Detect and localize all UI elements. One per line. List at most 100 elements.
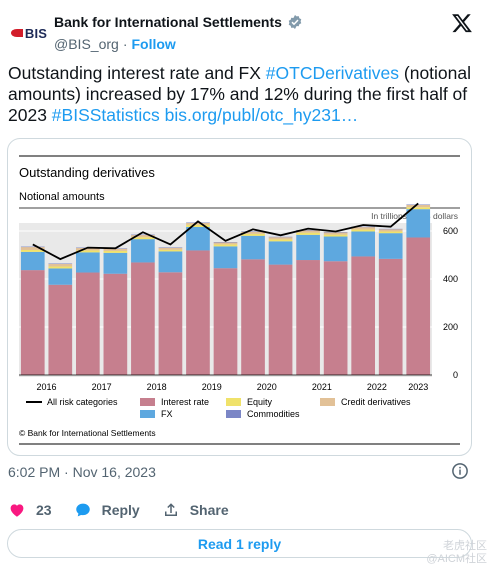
bar-fx — [406, 209, 431, 238]
chart-title: Outstanding derivatives — [19, 165, 155, 180]
separator-dot: · — [122, 36, 128, 52]
bar-interest-rate — [213, 268, 238, 375]
bar-equity — [296, 232, 320, 235]
bar-credit-derivatives — [351, 227, 376, 230]
bar-fx — [186, 226, 210, 251]
bar-fx — [241, 235, 265, 260]
bar-equity — [20, 249, 45, 252]
x-tick-label: 2019 — [202, 382, 222, 392]
bar-interest-rate — [131, 262, 155, 375]
bar-interest-rate — [323, 261, 348, 375]
bar-fx — [268, 241, 293, 265]
bar-equity — [351, 229, 376, 232]
x-tick-label: 2016 — [37, 382, 57, 392]
bar-equity — [48, 266, 73, 269]
heart-icon — [10, 504, 24, 517]
action-bar: 23 Reply Share — [8, 500, 251, 520]
bar-equity — [213, 244, 238, 247]
bar-fx — [131, 239, 155, 263]
share-icon — [164, 503, 177, 516]
all-risk-line — [32, 202, 419, 261]
bar-equity — [75, 250, 100, 253]
bar-equity — [158, 249, 183, 252]
like-button[interactable]: 23 — [8, 501, 52, 519]
bis-logo-icon — [10, 29, 23, 37]
bar-interest-rate — [378, 258, 403, 375]
bar-credit-derivatives — [131, 235, 155, 238]
watermark-line2: @AICM社区 — [426, 553, 487, 565]
bar-fx — [20, 251, 45, 271]
y-tick-label: 200 — [443, 322, 458, 332]
display-name[interactable]: Bank for International Settlements — [54, 14, 282, 30]
tweet-text: Outstanding interest rate and FX #OTCDer… — [8, 63, 478, 126]
bar-credit-derivatives — [323, 232, 348, 235]
bar-equity — [323, 234, 348, 237]
bar-fx — [351, 231, 376, 257]
hashtag-bisstatistics[interactable]: #BISStatistics — [51, 105, 160, 125]
bar-credit-derivatives — [213, 242, 238, 245]
y-tick-label: 400 — [443, 274, 458, 284]
bar-equity — [131, 237, 155, 240]
legend-label: Credit derivatives — [341, 397, 411, 407]
bar-fx — [158, 251, 183, 273]
tweet-timestamp[interactable]: 6:02 PM · Nov 16, 2023 — [8, 464, 156, 480]
legend-swatch — [140, 398, 155, 406]
reply-label: Reply — [101, 502, 140, 518]
bar-equity — [241, 233, 265, 236]
avatar[interactable]: BIS — [8, 12, 50, 54]
follow-button[interactable]: Follow — [131, 36, 176, 52]
avatar-text: BIS — [24, 25, 48, 41]
legend-swatch — [226, 398, 241, 406]
legend-label: FX — [161, 409, 173, 419]
bar-interest-rate — [103, 273, 128, 375]
bar-interest-rate — [186, 250, 210, 375]
hashtag-otcderivatives[interactable]: #OTCDerivatives — [265, 63, 400, 83]
bar-equity — [186, 224, 210, 227]
bar-fx — [378, 233, 403, 259]
bar-credit-derivatives — [406, 204, 431, 208]
x-tick-label: 2018 — [147, 382, 167, 392]
legend-label: Interest rate — [161, 397, 209, 407]
bar-interest-rate — [351, 256, 376, 375]
bar-equity — [103, 250, 128, 253]
tweet-text-part2: (notional amounts) increased by 17% and … — [8, 63, 472, 125]
legend-swatch — [226, 410, 241, 418]
derivatives-chart: Outstanding derivatives Notional amounts… — [19, 155, 460, 445]
reply-button[interactable]: Reply — [74, 501, 140, 519]
bar-interest-rate — [158, 272, 183, 375]
bar-interest-rate — [268, 264, 293, 375]
watermark-line1: 老虎社区 — [443, 540, 487, 552]
bar-interest-rate — [241, 259, 265, 375]
bar-interest-rate — [20, 270, 45, 375]
bar-interest-rate — [406, 237, 431, 375]
bar-equity — [406, 207, 431, 210]
bar-fx — [103, 252, 128, 274]
bar-fx — [48, 268, 73, 285]
bar-credit-derivatives — [103, 248, 128, 251]
x-logo-icon[interactable] — [451, 12, 473, 34]
handle[interactable]: @BIS_org — [54, 36, 119, 52]
chart-image[interactable]: Outstanding derivatives Notional amounts… — [7, 138, 472, 456]
handle-row: @BIS_org · Follow — [54, 36, 176, 52]
x-tick-label: 2020 — [257, 382, 277, 392]
share-button[interactable]: Share — [162, 501, 229, 519]
legend-swatch — [140, 410, 155, 418]
bar-fx — [323, 236, 348, 262]
y-tick-label: 0 — [453, 370, 458, 380]
bar-fx — [296, 234, 320, 261]
bar-equity — [378, 231, 403, 234]
read-replies-button[interactable]: Read 1 reply — [7, 529, 472, 558]
bar-credit-derivatives — [75, 248, 100, 251]
publication-link[interactable]: bis.org/publ/otc_hy231… — [164, 105, 359, 125]
x-tick-label: 2017 — [92, 382, 112, 392]
bar-credit-derivatives — [186, 222, 210, 225]
like-count: 23 — [36, 502, 52, 518]
bar-fx — [213, 246, 238, 269]
bar-equity — [268, 239, 293, 242]
bar-credit-derivatives — [158, 247, 183, 250]
bar-interest-rate — [48, 284, 73, 375]
reply-bubble-icon — [75, 503, 90, 517]
share-label: Share — [189, 502, 229, 518]
bar-credit-derivatives — [20, 247, 45, 250]
info-icon[interactable] — [451, 462, 469, 480]
